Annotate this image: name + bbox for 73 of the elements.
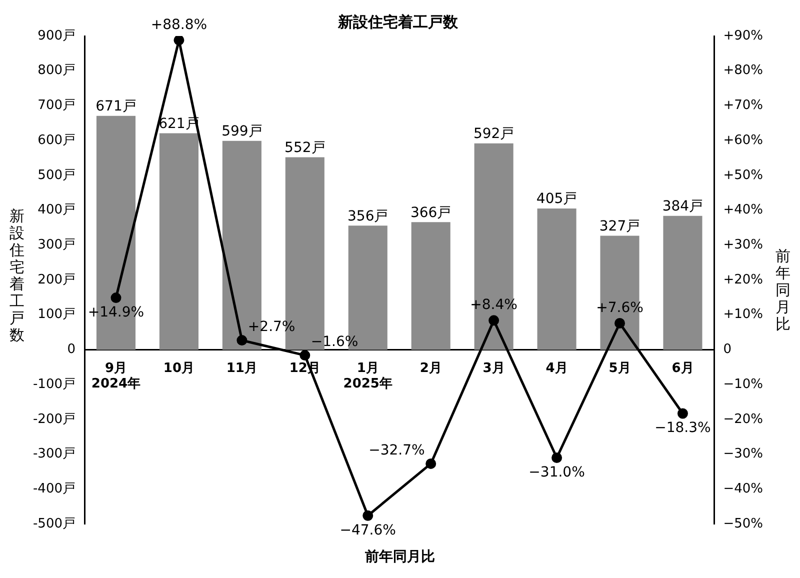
y2-tick-label: +40% — [723, 202, 764, 218]
x-tick-label: 3月 — [482, 360, 505, 376]
y2-tick-label: −30% — [723, 446, 764, 462]
bar — [663, 216, 702, 350]
data-label: −31.0% — [528, 464, 585, 480]
y-tick-label: -300戸 — [32, 446, 76, 462]
y2-tick-label: +80% — [723, 63, 764, 78]
chart-title: 新設住宅着工戸数 — [337, 12, 459, 31]
y-tick-label: 800戸 — [38, 63, 76, 78]
point — [552, 452, 562, 464]
y-tick-label: 400戸 — [38, 202, 76, 218]
point — [174, 36, 184, 46]
x-tick-label: 5月 — [608, 360, 631, 376]
point — [426, 458, 436, 469]
data-label: −1.6% — [310, 334, 358, 350]
data-label: 599戸 — [222, 124, 262, 140]
data-label: +88.8% — [150, 16, 208, 33]
bar — [411, 222, 450, 350]
y-tick-label: 200戸 — [38, 272, 76, 288]
x-tick-label: 11月 — [226, 360, 258, 376]
y2-axis-title: 前年同月比 — [774, 247, 792, 333]
data-label: −18.3% — [654, 420, 711, 436]
point — [300, 350, 310, 361]
y-tick-label: -200戸 — [32, 412, 76, 427]
y2-tick-label: +50% — [723, 168, 764, 183]
y-tick-label: 900戸 — [38, 28, 76, 44]
text: 前年同月比 — [365, 549, 435, 565]
y-tick-label: 600戸 — [38, 132, 76, 148]
x-tick-label: 6月 — [672, 360, 694, 376]
y2-tick-label: −50% — [723, 516, 764, 532]
bar — [159, 133, 198, 350]
data-label: 552戸 — [284, 140, 326, 156]
y-axis-title: 新設住宅着工戸数 — [8, 207, 26, 344]
point — [488, 315, 500, 326]
y2-tick-label: −20% — [723, 412, 764, 427]
y2-tick-label: −40% — [723, 482, 764, 497]
y2-tick-label: +30% — [723, 238, 764, 253]
data-label: −32.7% — [368, 442, 425, 458]
y-tick-label: -400戸 — [32, 482, 76, 497]
x-tick-label: 2月 — [420, 360, 442, 376]
y-tick-label: -500戸 — [32, 516, 76, 532]
data-label: 592戸 — [473, 126, 514, 142]
data-label: 327戸 — [599, 218, 640, 234]
y-tick-label: 100戸 — [38, 307, 76, 322]
y-tick-label: 500戸 — [38, 168, 76, 183]
data-label: +2.7% — [248, 318, 296, 335]
y-tick-label: 700戸 — [38, 98, 76, 114]
y-tick-label: 0 — [67, 342, 76, 358]
point — [236, 335, 248, 346]
x-tick-label: 10月 — [163, 360, 195, 376]
x-tick-label: 4月 — [546, 360, 568, 376]
data-label: 366戸 — [410, 204, 452, 221]
y2-tick-label: 0 — [723, 342, 732, 358]
y2-tick-label: +70% — [723, 98, 764, 114]
x-tick-label: 1月 2025年 — [343, 360, 392, 392]
y-tick-label: -100戸 — [32, 376, 76, 392]
point — [362, 510, 374, 521]
point — [110, 292, 122, 304]
data-label: 671戸 — [96, 98, 136, 114]
y2-tick-label: +20% — [723, 272, 764, 288]
data-label: 384戸 — [662, 198, 704, 215]
data-label: 356戸 — [348, 208, 388, 224]
point — [677, 408, 688, 419]
y2-tick-label: +10% — [723, 307, 764, 322]
y2-tick-label: −10% — [723, 376, 764, 392]
y-tick-label: 300戸 — [38, 238, 76, 253]
y2-tick-label: +90% — [723, 28, 764, 44]
y2-tick-label: +60% — [723, 132, 764, 148]
data-label: 405戸 — [536, 191, 578, 208]
data-label: −47.6% — [340, 522, 396, 538]
point — [614, 318, 626, 328]
x-tick-label: 9月 2024年 — [91, 360, 141, 392]
bar — [537, 208, 576, 350]
